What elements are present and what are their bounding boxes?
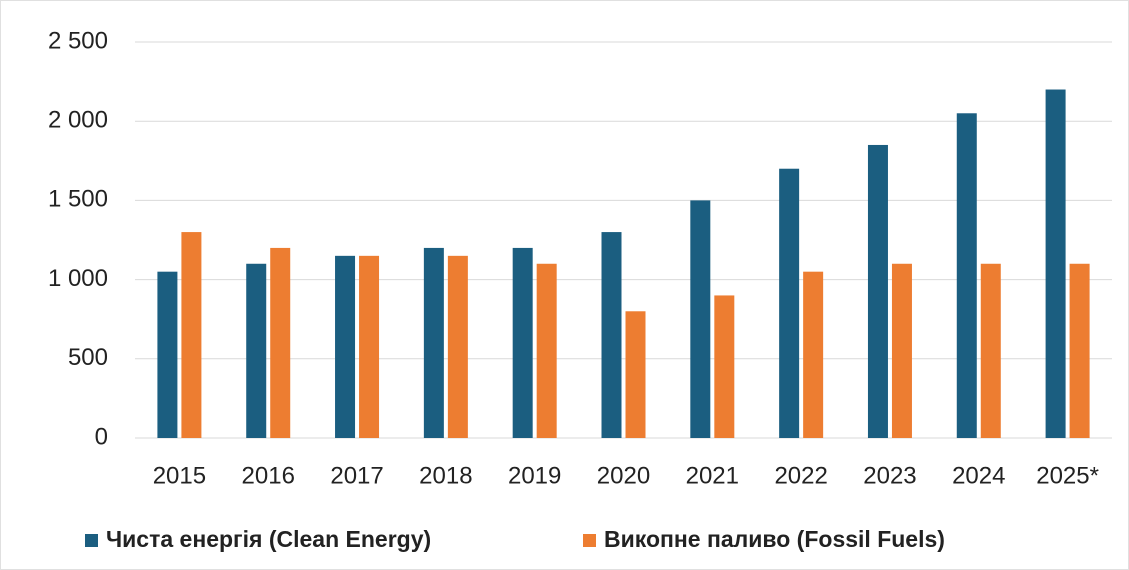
x-tick-label: 2017 — [330, 462, 383, 489]
bar — [270, 247, 291, 438]
bar — [157, 271, 178, 438]
y-tick-label: 1 000 — [48, 265, 108, 292]
legend-marker — [85, 534, 98, 547]
x-tick-label: 2023 — [863, 462, 916, 489]
bar — [536, 263, 557, 438]
y-tick-label: 0 — [95, 423, 108, 450]
bar — [335, 255, 356, 438]
bar — [803, 271, 824, 438]
x-tick-label: 2018 — [419, 462, 472, 489]
bar — [980, 263, 1001, 438]
bar — [181, 232, 202, 438]
x-tick-label: 2016 — [242, 462, 295, 489]
bar — [867, 144, 888, 438]
x-tick-label: 2019 — [508, 462, 561, 489]
legend-label: Чиста енергія (Clean Energy) — [106, 526, 431, 552]
legend-label: Викопне паливо (Fossil Fuels) — [604, 526, 945, 552]
y-tick-label: 2 000 — [48, 107, 108, 134]
x-tick-label: 2025* — [1036, 462, 1099, 489]
legend-marker — [583, 534, 596, 547]
x-tick-label: 2015 — [153, 462, 206, 489]
bar — [601, 232, 622, 438]
x-tick-label: 2020 — [597, 462, 650, 489]
bar — [512, 247, 533, 438]
bar — [891, 263, 912, 438]
bar — [956, 113, 977, 438]
y-tick-label: 2 500 — [48, 27, 108, 54]
bar — [246, 263, 267, 438]
bar — [423, 247, 444, 438]
x-tick-label: 2024 — [952, 462, 1005, 489]
y-tick-label: 1 500 — [48, 186, 108, 213]
bar — [625, 311, 646, 438]
bar — [1045, 89, 1066, 439]
bar — [447, 255, 468, 438]
bar — [690, 200, 711, 438]
bar — [1069, 263, 1090, 438]
bar — [779, 168, 800, 438]
y-tick-label: 500 — [68, 344, 108, 371]
x-tick-label: 2022 — [774, 462, 827, 489]
bar — [359, 255, 380, 438]
bar — [714, 295, 735, 438]
x-tick-label: 2021 — [686, 462, 739, 489]
